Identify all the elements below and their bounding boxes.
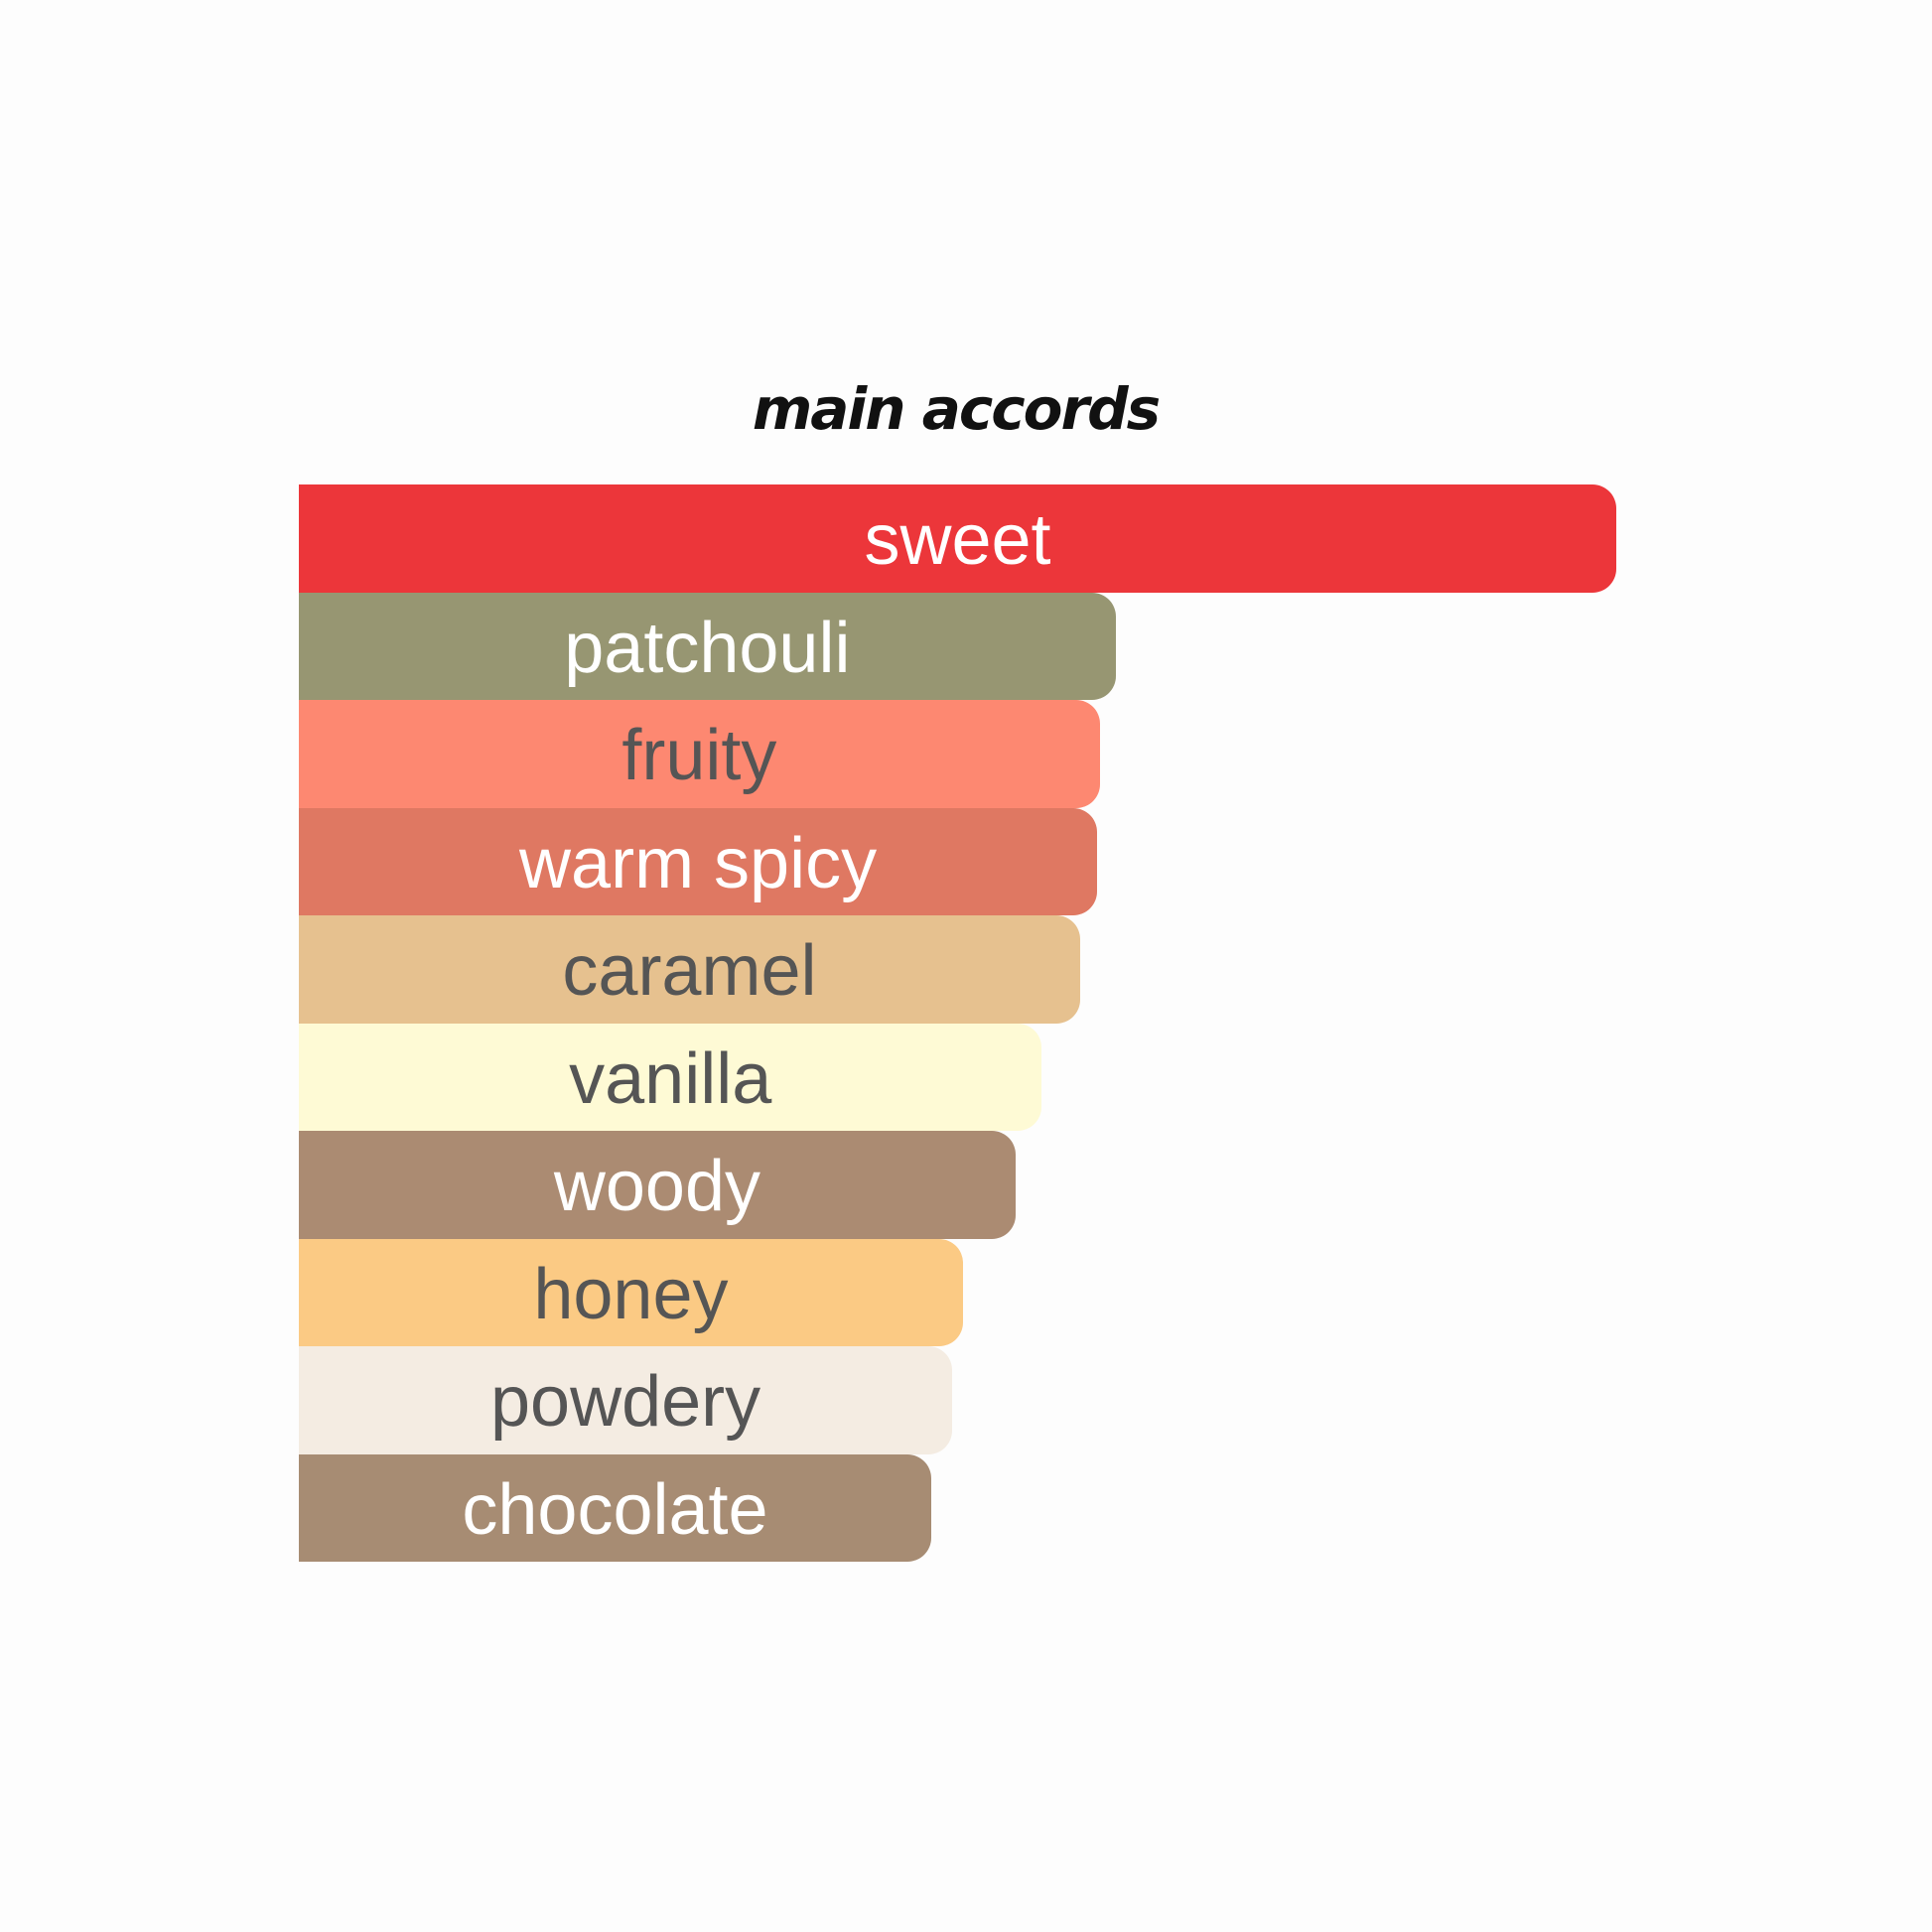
bar-warm-spicy: warm spicy xyxy=(299,807,1098,915)
bar-woody: woody xyxy=(299,1131,1016,1239)
chart-title: main accords xyxy=(752,375,1161,443)
bar-fruity: fruity xyxy=(299,700,1100,808)
bar-label: honey xyxy=(533,1254,729,1334)
bar-label: caramel xyxy=(562,931,817,1012)
bar-caramel: caramel xyxy=(299,915,1080,1024)
bars-container: sweet patchouli fruity warm spicy caramel van… xyxy=(299,484,1616,1562)
bar-label: patchouli xyxy=(564,608,851,688)
bar-label: woody xyxy=(553,1147,760,1227)
bar-honey: honey xyxy=(299,1238,963,1346)
bar-label: chocolate xyxy=(462,1469,768,1550)
bar-patchouli: patchouli xyxy=(299,592,1116,700)
bar-label: vanilla xyxy=(569,1038,772,1119)
bar-label: warm spicy xyxy=(519,823,878,903)
bar-chocolate: chocolate xyxy=(299,1453,931,1562)
bar-sweet: sweet xyxy=(299,484,1616,593)
bar-powdery: powdery xyxy=(299,1346,953,1454)
bar-label: sweet xyxy=(864,500,1051,581)
bar-label: fruity xyxy=(621,716,777,796)
bar-vanilla: vanilla xyxy=(299,1023,1042,1131)
bar-label: powdery xyxy=(490,1362,761,1443)
